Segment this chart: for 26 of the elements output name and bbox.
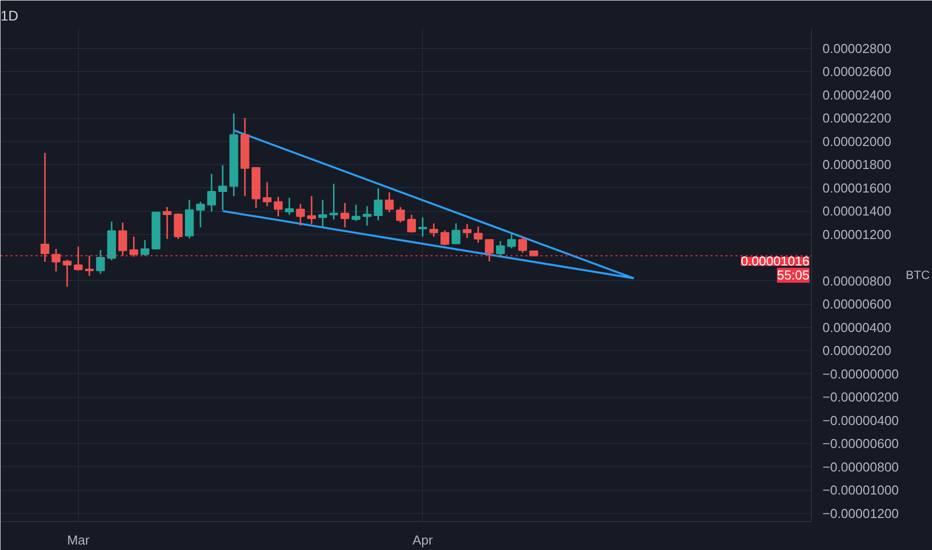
chart-title: 1D bbox=[0, 8, 18, 24]
x-tick-label: Mar bbox=[67, 532, 90, 548]
y-tick-label: −0.00000800 bbox=[822, 459, 899, 474]
y-tick-label: −0.00001000 bbox=[822, 482, 899, 498]
y-tick-label: 0.00002400 bbox=[822, 87, 892, 102]
y-tick-label: 0.00001800 bbox=[822, 157, 892, 172]
y-tick-label: −0.00000200 bbox=[822, 390, 899, 405]
y-tick-label: −0.00000400 bbox=[822, 412, 899, 428]
ref-line-label: 0.00001016 bbox=[740, 254, 810, 269]
y-tick-label: 0.00000600 bbox=[822, 296, 892, 312]
y-axis-title: BTC bbox=[906, 268, 930, 282]
y-tick-label: 0.00000200 bbox=[822, 343, 892, 358]
y-tick-label: 0.00002000 bbox=[822, 134, 892, 149]
y-tick-label: 0.00002600 bbox=[822, 64, 892, 80]
annotation: 55:05 bbox=[776, 268, 810, 283]
y-tick-label: 0.00001400 bbox=[822, 204, 892, 219]
y-tick-label: −0.00000000 bbox=[822, 366, 899, 382]
y-tick-label: 0.00000400 bbox=[822, 320, 892, 335]
y-tick-label: 0.00002800 bbox=[822, 40, 892, 56]
y-tick-label: 0.00001600 bbox=[822, 180, 892, 196]
y-tick-label: −0.00001200 bbox=[822, 506, 899, 521]
x-tick-label: Apr bbox=[412, 532, 434, 548]
y-tick-label: 0.00002200 bbox=[822, 110, 892, 126]
y-tick-label: −0.00000600 bbox=[822, 436, 899, 452]
y-tick-label: 0.00000800 bbox=[822, 273, 892, 288]
y-tick-label: 0.00001200 bbox=[822, 226, 892, 242]
